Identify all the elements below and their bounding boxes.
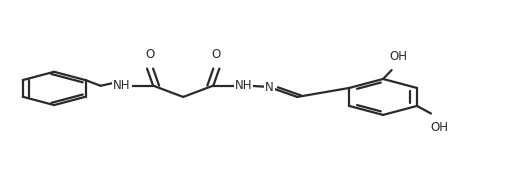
Text: NH: NH [113, 79, 131, 92]
Text: O: O [212, 48, 221, 61]
Text: OH: OH [389, 50, 407, 63]
Text: NH: NH [235, 79, 252, 92]
Text: O: O [145, 48, 155, 61]
Text: OH: OH [431, 121, 448, 134]
Text: N: N [265, 81, 274, 94]
